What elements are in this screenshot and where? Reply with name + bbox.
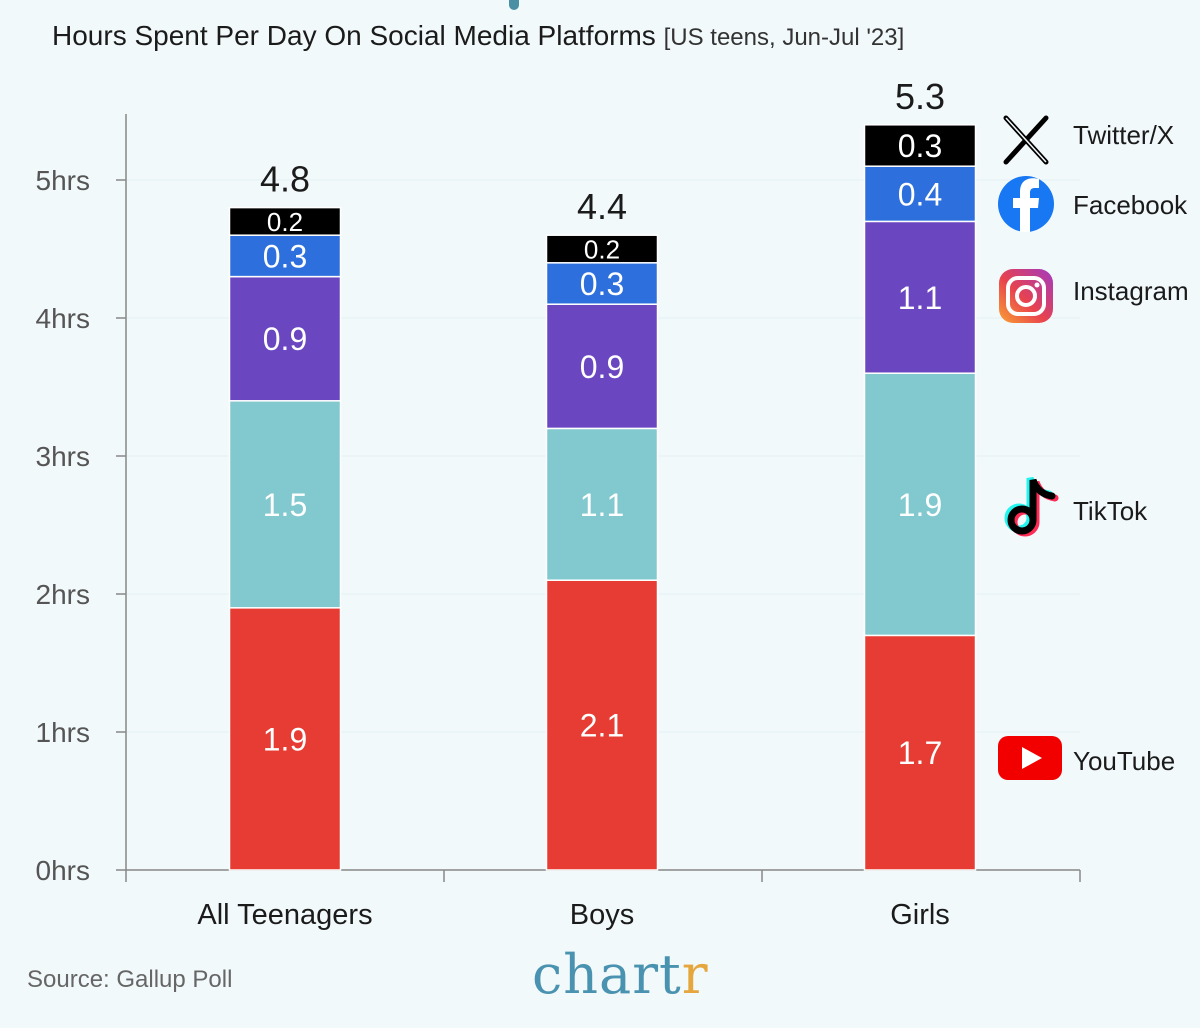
segment-value-label: 1.1 bbox=[898, 280, 942, 316]
y-tick-label: 1hrs bbox=[36, 717, 90, 748]
brand-logo-accent: r bbox=[681, 943, 709, 1006]
chart-subtitle: [US teens, Jun-Jul '23] bbox=[663, 24, 905, 51]
header-decoration bbox=[509, 0, 519, 10]
x-category-label: Girls bbox=[890, 899, 950, 931]
brand-logo: chartr bbox=[532, 943, 709, 1006]
legend-label: Instagram bbox=[1073, 276, 1189, 306]
legend-label: YouTube bbox=[1073, 746, 1175, 776]
segment-value-label: 0.9 bbox=[580, 349, 624, 385]
youtube-icon bbox=[998, 736, 1062, 780]
bar-segment-tiktok bbox=[863, 372, 977, 637]
x-category-label: Boys bbox=[570, 899, 634, 931]
legend-label: Facebook bbox=[1073, 190, 1188, 220]
segment-value-label: 1.9 bbox=[898, 487, 942, 523]
segment-value-label: 0.4 bbox=[898, 176, 942, 212]
y-tick-label: 2hrs bbox=[36, 579, 90, 610]
youtube-icon-play bbox=[1022, 747, 1042, 769]
y-tick-label: 5hrs bbox=[36, 165, 90, 196]
brand-logo-text: chart bbox=[532, 943, 682, 1006]
y-tick-label: 3hrs bbox=[36, 441, 90, 472]
legend-label: TikTok bbox=[1073, 496, 1148, 526]
chart-title: Hours Spent Per Day On Social Media Plat… bbox=[52, 20, 904, 52]
instagram-icon-bg bbox=[999, 269, 1053, 323]
segment-value-label: 1.1 bbox=[580, 487, 624, 523]
segment-value-label: 2.1 bbox=[580, 708, 624, 744]
y-tick-label: 0hrs bbox=[36, 855, 90, 886]
legend-label: Twitter/X bbox=[1073, 120, 1174, 150]
bar-total-label: 4.4 bbox=[577, 186, 627, 227]
segment-value-label: 1.9 bbox=[263, 721, 307, 757]
bar-segment-x bbox=[228, 206, 342, 236]
x-category-label: All Teenagers bbox=[197, 899, 372, 931]
bar-segment-x bbox=[863, 124, 977, 167]
bar-segment-facebook bbox=[545, 262, 659, 305]
bar-segment-x bbox=[545, 234, 659, 264]
segment-value-label: 1.5 bbox=[263, 487, 307, 523]
source-note: Source: Gallup Poll bbox=[27, 966, 233, 993]
segment-value-label: 0.2 bbox=[267, 207, 303, 237]
facebook-icon-f bbox=[1013, 178, 1039, 232]
bar-segment-instagram bbox=[863, 220, 977, 374]
bar-segment-youtube bbox=[228, 607, 342, 871]
segment-value-label: 1.7 bbox=[898, 735, 942, 771]
tiktok-icon-note-stem bbox=[1029, 478, 1056, 524]
instagram-icon-lens bbox=[1015, 285, 1037, 307]
bar-segment-youtube bbox=[863, 634, 977, 871]
segment-value-label: 0.9 bbox=[263, 321, 307, 357]
title-text: Hours Spent Per Day On Social Media Plat… bbox=[52, 20, 656, 51]
segment-value-label: 0.3 bbox=[898, 128, 942, 164]
segment-value-label: 0.3 bbox=[580, 266, 624, 302]
bar-segment-facebook bbox=[228, 234, 342, 278]
instagram-icon bbox=[999, 269, 1053, 323]
bar-segment-tiktok bbox=[228, 400, 342, 609]
segment-value-label: 0.3 bbox=[263, 238, 307, 274]
bar-segment-instagram bbox=[545, 303, 659, 430]
segment-value-label: 0.2 bbox=[584, 234, 620, 264]
instagram-icon-frame bbox=[1006, 276, 1046, 316]
x-icon bbox=[1003, 115, 1049, 165]
bar-total-label: 5.3 bbox=[895, 76, 945, 117]
bar-segment-tiktok bbox=[545, 427, 659, 581]
tiktok-icon bbox=[1004, 476, 1059, 537]
facebook-icon bbox=[998, 176, 1054, 232]
bar-segment-instagram bbox=[228, 275, 342, 402]
bar-total-label: 4.8 bbox=[260, 159, 310, 200]
bar-segment-youtube bbox=[545, 579, 659, 871]
x-icon-cut bbox=[1005, 117, 1047, 163]
instagram-icon-dot bbox=[1034, 282, 1040, 288]
y-tick-label: 4hrs bbox=[36, 303, 90, 334]
